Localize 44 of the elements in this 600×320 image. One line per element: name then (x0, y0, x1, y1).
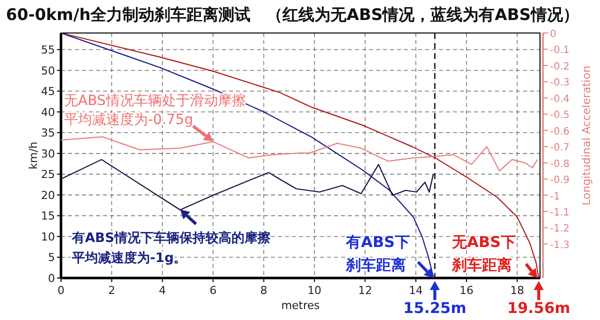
y2-tick-label: -1.1 (550, 207, 570, 218)
y2-tick-label: -0.8 (550, 158, 570, 170)
y2-tick-label: -0.6 (550, 126, 570, 138)
chart-title: 60-0km/h全力制动刹车距离测试 （红线为无ABS情况，蓝线为有ABS情况） (6, 5, 579, 24)
y2-tick-label: -0.5 (550, 110, 570, 122)
x-tick-label: 4 (158, 284, 166, 297)
y-tick-label: 35 (41, 126, 55, 140)
x-tick-label: 14 (408, 284, 423, 297)
annotation: 19.56m (507, 299, 570, 317)
y2-tick-label: -0.3 (550, 78, 570, 89)
y2-axis-title: Longitudinal Acceleration (580, 66, 593, 206)
y2-tick-label: -0.1 (550, 45, 570, 56)
y2-tick-label: -1 (550, 191, 560, 202)
x-tick-label: 2 (108, 284, 116, 297)
y-tick-label: 10 (41, 230, 55, 244)
x-tick-label: 12 (358, 284, 372, 297)
x-tick-label: 6 (210, 284, 217, 297)
y2-tick-label: -1.3 (550, 240, 570, 251)
y-tick-label: 5 (48, 251, 55, 264)
y2-tick-label: -0.2 (550, 61, 570, 72)
x-tick-label: 16 (460, 284, 474, 297)
x-tick-label: 0 (58, 284, 64, 297)
y2-tick-label: -0.7 (550, 142, 570, 154)
y-tick-label: 25 (41, 168, 55, 182)
y2-tick-label: -0.9 (550, 175, 570, 186)
y2-tick-label: -0.4 (550, 94, 570, 105)
y2-tick-label: -1.2 (550, 224, 570, 235)
y-tick-label: 50 (41, 64, 55, 78)
y-tick-label: 15 (41, 210, 55, 223)
annotation: 有ABS下刹车距离 (345, 233, 410, 274)
y-tick-label: 55 (41, 44, 55, 57)
y-tick-label: 40 (41, 106, 55, 119)
y-tick-label: 20 (41, 188, 55, 202)
y2-tick-label: 0 (550, 29, 556, 40)
annotation: 无ABS下刹车距离 (451, 233, 516, 274)
y-tick-label: 30 (41, 147, 55, 160)
y-axis-title: km/h (27, 142, 40, 170)
y-tick-label: 0 (48, 272, 55, 285)
y-tick-label: 45 (41, 85, 55, 98)
x-tick-label: 18 (510, 284, 524, 297)
annotation: 15.25m (403, 299, 466, 317)
x-tick-label: 10 (307, 284, 322, 297)
x-axis-title: metres (281, 299, 320, 312)
x-tick-label: 8 (260, 284, 268, 297)
